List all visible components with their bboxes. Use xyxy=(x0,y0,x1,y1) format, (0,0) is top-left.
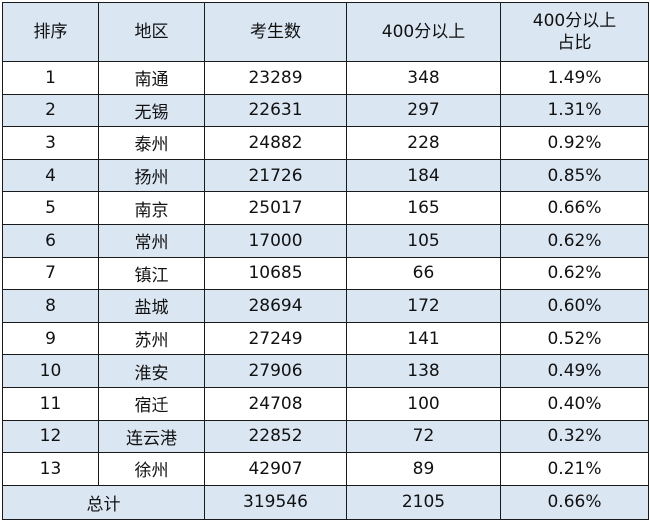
cell-region: 淮安 xyxy=(98,354,205,388)
cell-rank: 8 xyxy=(2,289,99,323)
cell-over400: 66 xyxy=(346,256,501,291)
cell-examinees: 10685 xyxy=(204,256,347,291)
header-rank: 排序 xyxy=(2,2,99,62)
cell-over400: 100 xyxy=(346,386,501,421)
header-ratio-line1: 400分以上 xyxy=(532,11,617,31)
cell-ratio: 0.62% xyxy=(500,256,649,291)
table-row: 12 连云港 22852 72 0.32% xyxy=(2,419,649,454)
cell-examinees: 21726 xyxy=(204,158,347,193)
table-body: 1 南通 23289 348 1.49% 2 无锡 22631 297 1.31% 3 泰州 24882… xyxy=(2,61,649,486)
table-row: 1 南通 23289 348 1.49% xyxy=(2,61,649,95)
total-over400: 2105 xyxy=(346,484,501,520)
total-label: 总计 xyxy=(2,484,205,520)
cell-rank: 12 xyxy=(2,419,99,454)
cell-ratio: 0.60% xyxy=(500,289,649,323)
cell-ratio: 1.31% xyxy=(500,93,649,128)
table-row: 13 徐州 42907 89 0.21% xyxy=(2,452,649,486)
cell-ratio: 0.62% xyxy=(500,223,649,258)
total-ratio: 0.66% xyxy=(500,484,649,520)
table-row: 7 镇江 10685 66 0.62% xyxy=(2,256,649,291)
cell-rank: 1 xyxy=(2,61,99,95)
cell-region: 盐城 xyxy=(98,289,205,323)
cell-region: 南京 xyxy=(98,191,205,225)
cell-region: 苏州 xyxy=(98,321,205,356)
table-row: 8 盐城 28694 172 0.60% xyxy=(2,289,649,323)
cell-rank: 13 xyxy=(2,452,99,486)
cell-over400: 138 xyxy=(346,354,501,388)
cell-rank: 9 xyxy=(2,321,99,356)
cell-examinees: 25017 xyxy=(204,191,347,225)
cell-region: 无锡 xyxy=(98,93,205,128)
cell-region: 常州 xyxy=(98,223,205,258)
cell-examinees: 22631 xyxy=(204,93,347,128)
cell-examinees: 24882 xyxy=(204,126,347,160)
cell-over400: 141 xyxy=(346,321,501,356)
cell-rank: 6 xyxy=(2,223,99,258)
cell-rank: 10 xyxy=(2,354,99,388)
cell-over400: 297 xyxy=(346,93,501,128)
cell-ratio: 0.52% xyxy=(500,321,649,356)
table-header-row: 排序 地区 考生数 400分以上 400分以上 占比 xyxy=(2,2,649,62)
cell-region: 扬州 xyxy=(98,158,205,193)
cell-examinees: 27906 xyxy=(204,354,347,388)
cell-over400: 348 xyxy=(346,61,501,95)
total-examinees: 319546 xyxy=(204,484,347,520)
score-ranking-table: 排序 地区 考生数 400分以上 400分以上 占比 1 南通 23289 348 1.4… xyxy=(2,2,649,520)
cell-region: 泰州 xyxy=(98,126,205,160)
cell-region: 徐州 xyxy=(98,452,205,486)
cell-over400: 105 xyxy=(346,223,501,258)
table-row: 3 泰州 24882 228 0.92% xyxy=(2,126,649,160)
cell-examinees: 42907 xyxy=(204,452,347,486)
header-ratio: 400分以上 占比 xyxy=(500,2,649,62)
cell-ratio: 0.85% xyxy=(500,158,649,193)
cell-over400: 184 xyxy=(346,158,501,193)
cell-over400: 165 xyxy=(346,191,501,225)
cell-rank: 2 xyxy=(2,93,99,128)
table-row: 6 常州 17000 105 0.62% xyxy=(2,223,649,258)
cell-ratio: 0.66% xyxy=(500,191,649,225)
table-row: 11 宿迁 24708 100 0.40% xyxy=(2,386,649,421)
cell-region: 宿迁 xyxy=(98,386,205,421)
table-row: 5 南京 25017 165 0.66% xyxy=(2,191,649,225)
cell-over400: 228 xyxy=(346,126,501,160)
cell-examinees: 28694 xyxy=(204,289,347,323)
cell-over400: 89 xyxy=(346,452,501,486)
cell-region: 南通 xyxy=(98,61,205,95)
cell-examinees: 17000 xyxy=(204,223,347,258)
cell-ratio: 0.49% xyxy=(500,354,649,388)
header-over400: 400分以上 xyxy=(346,2,501,62)
cell-examinees: 22852 xyxy=(204,419,347,454)
header-region: 地区 xyxy=(98,2,205,62)
cell-examinees: 23289 xyxy=(204,61,347,95)
total-row: 总计 319546 2105 0.66% xyxy=(2,484,649,520)
cell-ratio: 0.40% xyxy=(500,386,649,421)
cell-over400: 172 xyxy=(346,289,501,323)
table-row: 9 苏州 27249 141 0.52% xyxy=(2,321,649,356)
cell-ratio: 0.21% xyxy=(500,452,649,486)
cell-rank: 11 xyxy=(2,386,99,421)
table-row: 2 无锡 22631 297 1.31% xyxy=(2,93,649,128)
cell-examinees: 27249 xyxy=(204,321,347,356)
cell-ratio: 0.32% xyxy=(500,419,649,454)
cell-region: 镇江 xyxy=(98,256,205,291)
cell-examinees: 24708 xyxy=(204,386,347,421)
table-row: 4 扬州 21726 184 0.85% xyxy=(2,158,649,193)
header-examinees: 考生数 xyxy=(204,2,347,62)
header-ratio-line2: 占比 xyxy=(557,33,592,53)
cell-over400: 72 xyxy=(346,419,501,454)
cell-ratio: 1.49% xyxy=(500,61,649,95)
cell-rank: 5 xyxy=(2,191,99,225)
cell-region: 连云港 xyxy=(98,419,205,454)
cell-rank: 4 xyxy=(2,158,99,193)
table-row: 10 淮安 27906 138 0.49% xyxy=(2,354,649,388)
cell-ratio: 0.92% xyxy=(500,126,649,160)
cell-rank: 7 xyxy=(2,256,99,291)
cell-rank: 3 xyxy=(2,126,99,160)
